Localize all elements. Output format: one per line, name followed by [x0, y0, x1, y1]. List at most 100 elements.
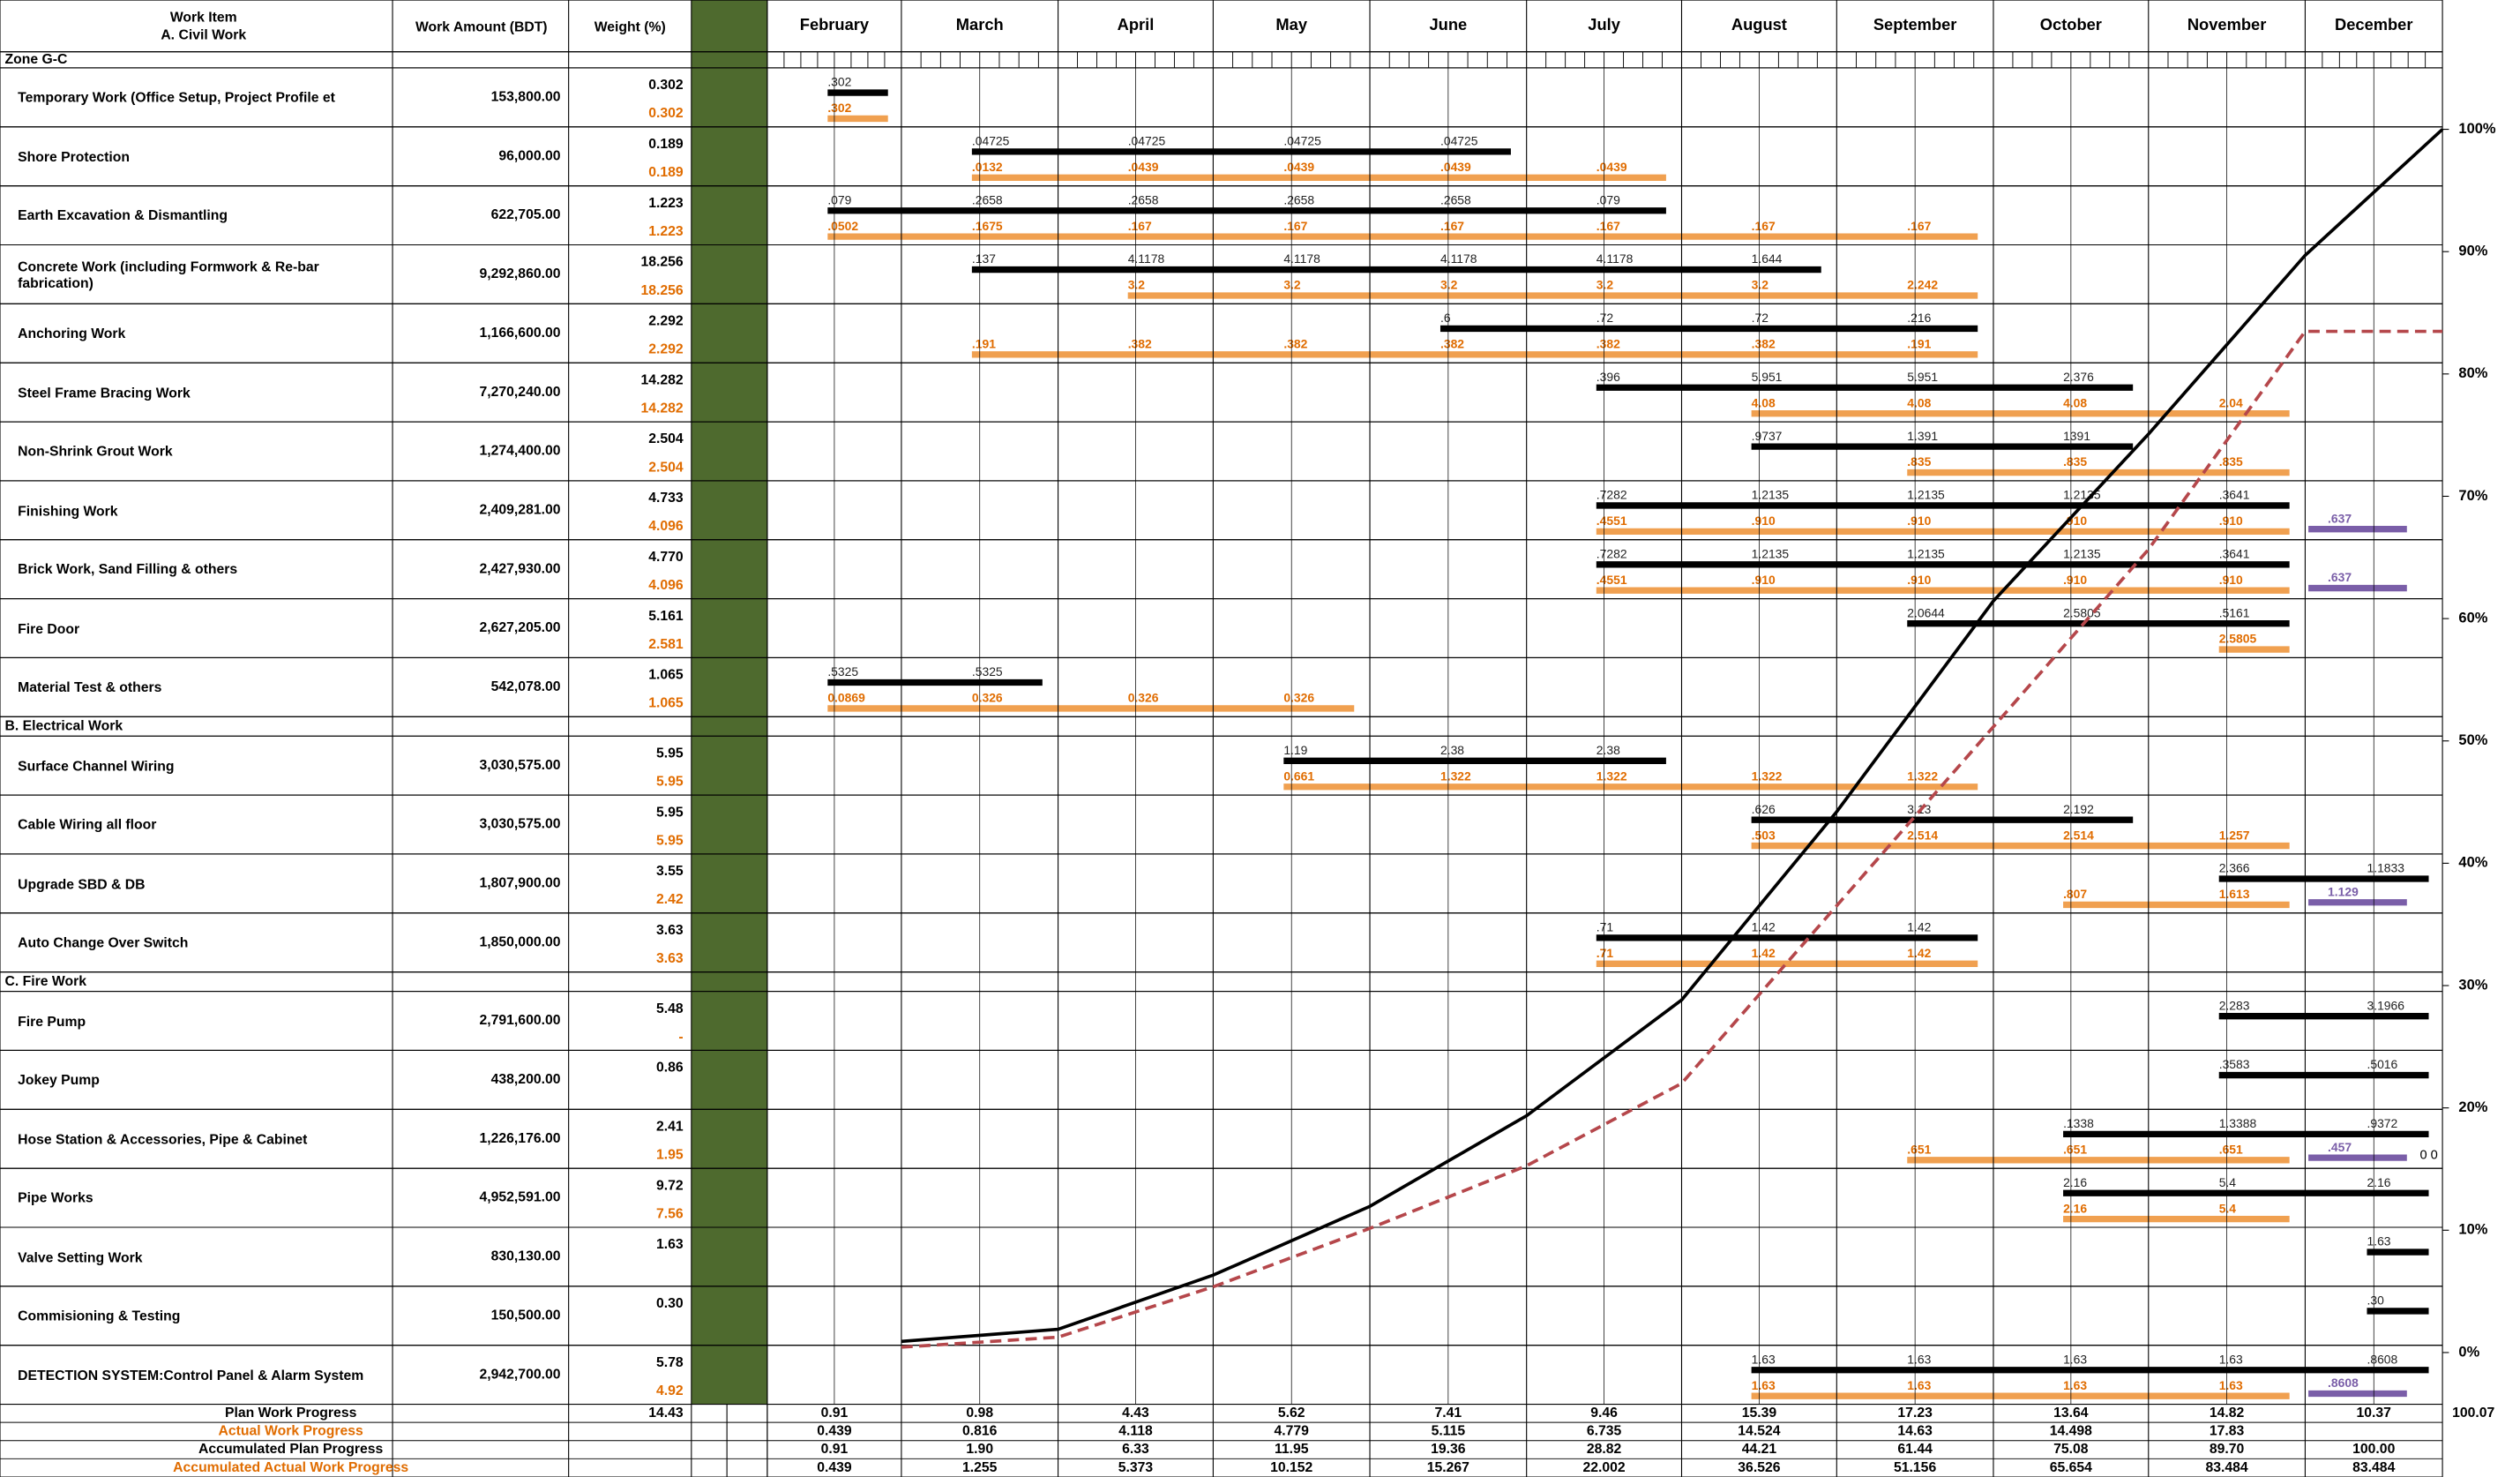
row-name: Surface Channel Wiring: [18, 757, 175, 774]
summary-value: 44.21: [1742, 1442, 1777, 1457]
plan-weight: 0.86: [656, 1061, 684, 1076]
amount: 438,200.00: [491, 1072, 561, 1087]
row-name: Pipe Works: [18, 1189, 93, 1206]
actual-label: .807: [2063, 887, 2087, 901]
amount: 2,409,281.00: [480, 502, 561, 517]
plan-label: .7282: [1596, 488, 1627, 502]
actual-weight: 4.096: [648, 578, 684, 593]
plan-weight: 1.223: [648, 196, 684, 211]
summary-value: 0.91: [821, 1406, 849, 1421]
plan-weight: 1.065: [648, 668, 684, 683]
row-name-cell: Surface Channel Wiring: [18, 757, 175, 774]
actual-label: 3.2: [1283, 278, 1301, 292]
extra-label: 1.129: [2328, 884, 2359, 898]
actual-label: 1.613: [2219, 887, 2250, 901]
row-name-cell: Cable Wiring all floor: [18, 816, 157, 833]
actual-weight: 0.189: [648, 165, 684, 180]
actual-label: .1675: [972, 219, 1003, 233]
actual-label: .910: [1907, 514, 1931, 528]
amount: 7,270,240.00: [480, 385, 561, 400]
actual-weight: 0.302: [648, 106, 684, 121]
plan-weight: 1.63: [656, 1237, 684, 1252]
plan-label: .30: [2367, 1293, 2384, 1308]
axis-tick-label: 40%: [2458, 855, 2487, 871]
plan-label: .5016: [2367, 1057, 2397, 1071]
summary-value: 6.33: [1122, 1442, 1149, 1457]
plan-label: .2658: [972, 192, 1003, 206]
actual-label: .910: [1752, 573, 1776, 587]
plan-label: .2658: [1440, 192, 1471, 206]
summary-total: 14.43: [648, 1406, 684, 1421]
row-name-cell: Fire Door: [18, 620, 79, 636]
amount: 150,500.00: [491, 1308, 561, 1323]
row-name-cell: Valve Setting Work: [18, 1248, 142, 1264]
actual-label: .382: [1440, 337, 1464, 351]
actual-label: 0.326: [1128, 691, 1159, 705]
month-label: September: [1873, 15, 1957, 34]
month-label: December: [2335, 15, 2412, 34]
actual-label: .4551: [1596, 514, 1627, 528]
row-name: Cable Wiring all floor: [18, 816, 157, 833]
plan-weight: 2.41: [656, 1120, 684, 1135]
row-name-cell: Material Test & others: [18, 679, 161, 695]
actual-label: 1.63: [1907, 1378, 1931, 1392]
plan-label: 1.63: [1752, 1352, 1776, 1366]
axis-tick-label: 90%: [2458, 244, 2487, 259]
summary-value: 83.484: [2206, 1460, 2248, 1475]
month-label: March: [956, 15, 1004, 34]
actual-label: .910: [2219, 573, 2243, 587]
actual-label: 1.63: [1752, 1378, 1776, 1392]
plan-label: .302: [827, 75, 851, 89]
amount: 830,130.00: [491, 1249, 561, 1264]
row-name-cell: Brick Work, Sand Filling & others: [18, 561, 237, 577]
row-name: Hose Station & Accessories, Pipe & Cabin…: [18, 1130, 308, 1147]
summary-value: 4.118: [1118, 1424, 1153, 1439]
actual-label: .191: [972, 337, 996, 351]
summary-name: Accumulated Actual Work Progress: [173, 1460, 408, 1475]
summary-value: 28.82: [1587, 1442, 1622, 1457]
actual-weight: 2.581: [648, 637, 684, 652]
plan-label: 1.42: [1907, 920, 1931, 934]
summary-name: Accumulated Plan Progress: [198, 1442, 383, 1457]
summary-value: 0.91: [821, 1442, 849, 1457]
actual-label: .0439: [1596, 160, 1627, 174]
actual-weight: -: [678, 1030, 683, 1045]
plan-weight: 5.95: [656, 746, 684, 761]
actual-label: 0.661: [1283, 768, 1314, 783]
summary-value: 13.64: [2053, 1406, 2089, 1421]
amount: 2,942,700.00: [480, 1367, 561, 1382]
month-label: April: [1118, 15, 1155, 34]
amount: 1,274,400.00: [480, 444, 561, 459]
plan-label: 3.1966: [2367, 998, 2404, 1012]
actual-label: .382: [1752, 337, 1776, 351]
row-name: DETECTION SYSTEM:Control Panel & Alarm S…: [18, 1366, 364, 1383]
row-name: Earth Excavation & Dismantling: [18, 206, 228, 224]
plan-label: .216: [1907, 311, 1931, 325]
row-name-cell: Shore Protection: [18, 148, 130, 164]
axis-tick-label: 30%: [2458, 977, 2487, 993]
actual-label: .191: [1907, 337, 1931, 351]
section-label: C. Fire Work: [4, 974, 86, 989]
actual-weight: 14.282: [640, 401, 683, 416]
row-name: Finishing Work: [18, 502, 118, 519]
actual-label: .651: [2063, 1142, 2087, 1156]
actual-weight: 1.95: [656, 1148, 684, 1163]
plan-label: 4.1178: [1440, 251, 1477, 266]
summary-value: 36.526: [1738, 1460, 1780, 1475]
summary-value: 61.44: [1897, 1442, 1933, 1457]
plan-label: .5161: [2219, 605, 2250, 619]
summary-value: 17.83: [2210, 1424, 2245, 1439]
extra-label: .8608: [2328, 1376, 2359, 1390]
actual-label: .167: [1128, 219, 1152, 233]
amount: 622,705.00: [491, 207, 561, 222]
plan-weight: 3.63: [656, 923, 684, 938]
actual-label: 2.5805: [2219, 632, 2257, 646]
actual-weight: 1.223: [648, 224, 684, 239]
plan-weight: 0.302: [648, 78, 684, 93]
row-name-cell: Pipe Works: [18, 1189, 93, 1206]
plan-label: .9737: [1752, 429, 1783, 443]
plan-label: 2.0644: [1907, 605, 1945, 619]
amount: 2,627,205.00: [480, 620, 561, 635]
summary-end: 100.07: [2452, 1406, 2494, 1421]
plan-label: 5.4: [2219, 1175, 2237, 1189]
